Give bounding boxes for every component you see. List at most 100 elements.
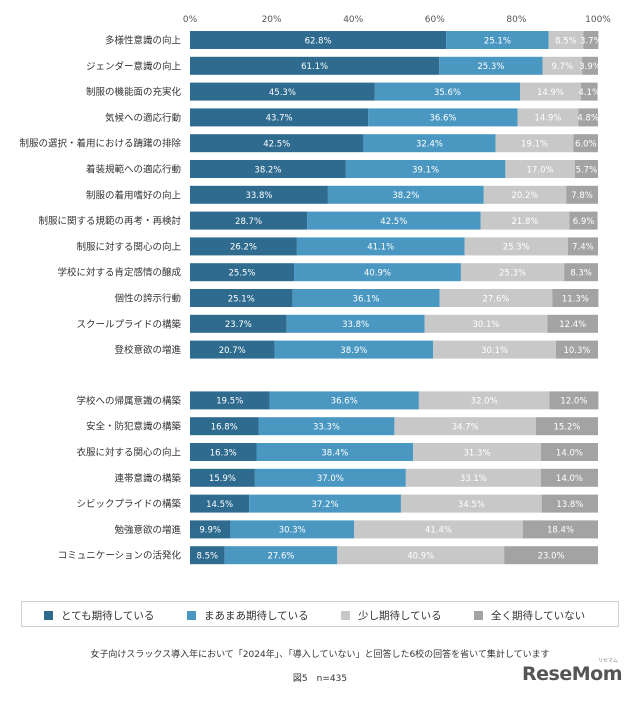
bar-segment bbox=[190, 468, 255, 487]
bar-segment bbox=[504, 546, 598, 565]
category-label: 勉強意欲の増進 bbox=[114, 524, 181, 536]
legend-label: まあまあ期待している bbox=[204, 610, 309, 622]
data-label: 30.1% bbox=[481, 346, 508, 356]
data-label: 14.0% bbox=[556, 474, 583, 484]
bar-segment bbox=[573, 134, 598, 153]
data-label: 34.7% bbox=[452, 423, 479, 433]
bar-segment bbox=[495, 134, 574, 153]
bar-segment bbox=[258, 417, 395, 436]
legend-item: 全く期待していない bbox=[474, 608, 585, 623]
data-label: 8.3% bbox=[570, 269, 592, 279]
data-label: 21.8% bbox=[511, 217, 538, 227]
x-tick-label: 80% bbox=[506, 15, 526, 25]
data-label: 10.3% bbox=[563, 346, 590, 356]
bar-segment bbox=[190, 237, 297, 256]
data-label: 14.5% bbox=[206, 500, 233, 510]
data-label: 32.4% bbox=[416, 140, 443, 150]
data-label: 37.2% bbox=[312, 500, 339, 510]
category-label: 登校意欲の増進 bbox=[114, 344, 181, 356]
data-label: 25.3% bbox=[503, 243, 530, 253]
category-label: 多様性意識の向上 bbox=[105, 35, 182, 47]
data-label: 33.8% bbox=[342, 320, 369, 330]
bar-segment bbox=[505, 160, 575, 178]
category-label: 制服の機能面の充実化 bbox=[86, 86, 182, 98]
logo-text: ReseMom bbox=[522, 663, 622, 685]
bar-segment bbox=[256, 443, 414, 461]
category-label: 連帯意識の構築 bbox=[114, 472, 181, 484]
category-label: コミュニケーションの活発化 bbox=[58, 550, 182, 562]
bar-segment bbox=[249, 494, 401, 513]
figure-caption: 図5 n=435 bbox=[292, 674, 348, 684]
resemom-logo: ReseMom リセマム bbox=[522, 658, 622, 685]
bar-segment bbox=[439, 56, 543, 75]
bar-segment bbox=[190, 185, 328, 204]
data-label: 19.1% bbox=[521, 140, 548, 150]
data-label: 40.9% bbox=[364, 269, 391, 279]
data-label: 37.0% bbox=[317, 474, 344, 484]
category-label: ジェンダー意識の向上 bbox=[86, 60, 182, 72]
data-label: 16.3% bbox=[210, 448, 237, 458]
bar-segment bbox=[274, 340, 434, 359]
data-label: 11.3% bbox=[562, 294, 589, 304]
legend-item: とても期待している bbox=[44, 608, 154, 623]
bar-segment bbox=[190, 289, 293, 307]
data-label: 34.5% bbox=[458, 500, 485, 510]
category-label: 気候への適応行動 bbox=[105, 112, 181, 124]
data-label: 32.0% bbox=[471, 397, 498, 407]
bar-segment bbox=[564, 263, 598, 282]
data-label: 15.2% bbox=[553, 423, 580, 433]
bar-segment bbox=[541, 494, 598, 513]
bar-segment bbox=[368, 108, 518, 127]
legend-swatch bbox=[474, 611, 483, 620]
bar-segment bbox=[190, 160, 346, 178]
category-label: 着装規範への適応行動 bbox=[86, 164, 181, 176]
bar-segment bbox=[307, 211, 481, 230]
bar-segment bbox=[578, 108, 598, 127]
data-label: 6.0% bbox=[575, 140, 597, 150]
bar-segment bbox=[433, 340, 556, 359]
footnote: 女子向けスラックス導入年において「2024年」、「導入していない」と回答した6校… bbox=[90, 650, 550, 660]
x-tick-label: 0% bbox=[183, 15, 198, 25]
bar-segment bbox=[574, 160, 598, 178]
category-label: 制服に関する規範の再考・再検討 bbox=[38, 215, 181, 227]
bar-segment bbox=[405, 468, 541, 487]
data-label: 20.2% bbox=[511, 191, 538, 201]
bar-segment bbox=[439, 289, 553, 307]
data-label: 25.1% bbox=[484, 36, 511, 46]
legend-label: 全く期待していない bbox=[491, 610, 586, 622]
category-label: 安全・防犯意識の構築 bbox=[86, 421, 182, 433]
category-label: 制服の選択・着用における躊躇の排除 bbox=[19, 138, 181, 150]
bar-segment bbox=[190, 211, 308, 230]
data-label: 3.9% bbox=[579, 62, 601, 72]
logo-subtext: リセマム bbox=[597, 658, 618, 664]
bar-segment bbox=[190, 134, 364, 153]
data-label: 27.6% bbox=[482, 294, 509, 304]
data-label: 35.6% bbox=[434, 88, 461, 98]
data-label: 12.4% bbox=[559, 320, 586, 330]
data-label: 40.9% bbox=[407, 552, 434, 562]
data-label: 36.6% bbox=[331, 397, 358, 407]
bar-segment bbox=[567, 237, 598, 256]
bar-segment bbox=[413, 443, 541, 461]
bar-segment bbox=[190, 263, 295, 282]
data-label: 4.1% bbox=[578, 88, 600, 98]
x-tick-label: 60% bbox=[425, 15, 445, 25]
data-label: 25.5% bbox=[229, 269, 256, 279]
x-tick-label: 20% bbox=[262, 15, 282, 25]
category-label: シビックプライドの構築 bbox=[76, 498, 181, 510]
bar-segment bbox=[542, 56, 583, 75]
data-label: 25.1% bbox=[228, 294, 255, 304]
data-label: 33.1% bbox=[460, 474, 487, 484]
data-label: 16.8% bbox=[211, 423, 238, 433]
bar-segment bbox=[582, 56, 598, 75]
bar-segment bbox=[254, 468, 406, 487]
bar-segment bbox=[286, 314, 425, 333]
bar-segment bbox=[296, 237, 465, 256]
bar-segment bbox=[400, 494, 542, 513]
category-label: 制服に対する関心の向上 bbox=[76, 241, 181, 253]
data-label: 19.5% bbox=[216, 397, 243, 407]
bar-segment bbox=[354, 520, 523, 539]
data-label: 20.7% bbox=[219, 346, 246, 356]
bar-segment bbox=[363, 134, 496, 153]
bar-segment bbox=[483, 185, 567, 204]
